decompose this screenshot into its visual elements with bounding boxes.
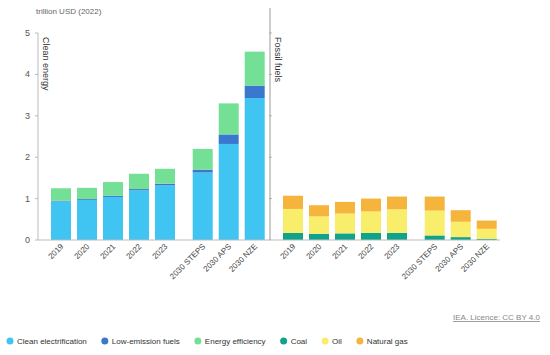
y-tick: [35, 74, 38, 75]
bar-segment: [193, 173, 213, 240]
y-tick-label: 0: [25, 235, 30, 245]
x-tick-label: 2020: [304, 242, 323, 261]
bar-segment: [103, 197, 123, 240]
legend-label: Coal: [291, 337, 308, 346]
bar-segment: [77, 188, 97, 199]
legend-swatch: [280, 338, 287, 345]
legend-label: Clean electrification: [17, 337, 87, 346]
x-tick-label: 2021: [330, 242, 349, 261]
x-axis-line: [272, 240, 500, 241]
legend-swatch: [356, 338, 363, 345]
bar-segment: [77, 200, 97, 240]
legend-label: Low-emission fuels: [112, 337, 180, 346]
x-tick-label: 2030 STEPS: [400, 242, 439, 281]
legend-swatch: [194, 338, 201, 345]
bar-segment: [477, 229, 497, 239]
legend-swatch: [7, 338, 14, 345]
bar-segment: [451, 222, 471, 237]
y-tick-label: 1: [25, 194, 30, 204]
legend-label: Energy efficiency: [205, 337, 266, 346]
bar-segment: [51, 188, 71, 200]
x-tick-label: 2022: [356, 242, 375, 261]
bars: [51, 52, 265, 240]
bar-segment: [283, 233, 303, 240]
bar-segment: [387, 209, 407, 233]
bar-segment: [335, 214, 355, 234]
y-tick: [35, 33, 38, 34]
bar-segment: [387, 197, 407, 210]
legend-label: Oil: [332, 337, 342, 346]
bar-segment: [219, 103, 239, 134]
bar-segment: [193, 149, 213, 170]
x-tick-label: 2021: [98, 242, 117, 261]
bar-segment: [309, 234, 329, 240]
bars: [283, 196, 497, 240]
panel-title: Fossil fuels: [273, 37, 283, 83]
x-axis-line: [38, 240, 270, 241]
x-tick-label: 2023: [150, 242, 169, 261]
bar-segment: [193, 170, 213, 173]
bar-segment: [245, 52, 265, 86]
bar-segment: [283, 196, 303, 209]
bar-segment: [51, 201, 71, 240]
legend-swatch: [101, 338, 108, 345]
chart: trillion USD (2022) 0 1 2 3 4 5 Clean energy 201…: [0, 0, 550, 355]
legend-swatch: [322, 338, 329, 345]
bar-segment: [129, 189, 149, 190]
bar-segment: [361, 199, 381, 212]
y-tick: [35, 240, 38, 241]
panel-title: Clean energy: [41, 37, 51, 91]
bar-segment: [245, 86, 265, 98]
y-axis-line: [38, 33, 39, 240]
y-tick-label: 2: [25, 152, 30, 162]
bar-segment: [309, 205, 329, 216]
bar-segment: [103, 182, 123, 196]
x-tick-label: 2030 NZE: [227, 242, 259, 274]
legend-label: Natural gas: [367, 337, 408, 346]
y-tick: [35, 115, 38, 116]
bar-segment: [425, 211, 445, 236]
bar-segment: [477, 221, 497, 229]
y-tick-label: 5: [25, 28, 30, 38]
bar-segment: [361, 211, 381, 233]
y-tick: [35, 157, 38, 158]
y-tick-label: 4: [25, 69, 30, 79]
bar-segment: [103, 196, 123, 197]
bar-segment: [361, 233, 381, 240]
bar-segment: [283, 209, 303, 233]
bar-segment: [451, 210, 471, 222]
source-note: IEA. Licence: CC BY 4.0: [453, 313, 541, 322]
bar-segment: [335, 202, 355, 214]
bar-segment: [245, 98, 265, 240]
bar-segment: [425, 235, 445, 240]
bar-segment: [155, 185, 175, 240]
bar-segment: [335, 233, 355, 240]
bar-segment: [219, 144, 239, 240]
y-tick-label: 3: [25, 111, 30, 121]
x-tick-label: 2020: [72, 242, 91, 261]
x-tick-label: 2019: [46, 242, 65, 261]
x-tick-label: 2019: [278, 242, 297, 261]
bar-segment: [309, 216, 329, 233]
bar-segment: [219, 134, 239, 144]
x-tick-label: 2030 STEPS: [168, 242, 207, 281]
y-tick: [35, 198, 38, 199]
bar-segment: [387, 233, 407, 240]
bar-segment: [155, 169, 175, 184]
x-tick-label: 2023: [382, 242, 401, 261]
bar-segment: [425, 197, 445, 211]
bar-segment: [155, 184, 175, 186]
panel-divider: [270, 8, 271, 240]
y-axis-label: trillion USD (2022): [36, 7, 102, 16]
x-tick-label: 2022: [124, 242, 143, 261]
x-tick-label: 2030 NZE: [459, 242, 491, 274]
bar-segment: [129, 174, 149, 189]
bar-segment: [129, 190, 149, 240]
